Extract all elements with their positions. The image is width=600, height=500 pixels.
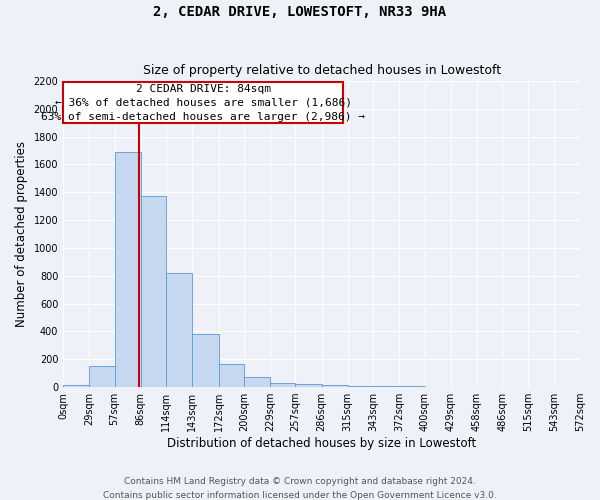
X-axis label: Distribution of detached houses by size in Lowestoft: Distribution of detached houses by size … <box>167 437 476 450</box>
Bar <box>141 196 166 387</box>
Text: Contains HM Land Registry data © Crown copyright and database right 2024.
Contai: Contains HM Land Registry data © Crown c… <box>103 478 497 500</box>
Text: 2, CEDAR DRIVE, LOWESTOFT, NR33 9HA: 2, CEDAR DRIVE, LOWESTOFT, NR33 9HA <box>154 5 446 19</box>
Bar <box>399 386 425 387</box>
Bar <box>244 378 270 387</box>
Y-axis label: Number of detached properties: Number of detached properties <box>15 141 28 327</box>
Text: 2 CEDAR DRIVE: 84sqm
← 36% of detached houses are smaller (1,686)
63% of semi-de: 2 CEDAR DRIVE: 84sqm ← 36% of detached h… <box>41 84 365 122</box>
FancyBboxPatch shape <box>63 82 343 122</box>
Bar <box>322 385 348 387</box>
Bar <box>373 386 399 387</box>
Bar <box>89 366 115 387</box>
Bar <box>218 364 244 387</box>
Bar <box>115 152 141 387</box>
Bar <box>193 334 218 387</box>
Bar <box>166 273 193 387</box>
Bar <box>348 386 373 387</box>
Bar <box>295 384 322 387</box>
Bar <box>270 383 295 387</box>
Title: Size of property relative to detached houses in Lowestoft: Size of property relative to detached ho… <box>143 64 500 77</box>
Bar <box>63 385 89 387</box>
